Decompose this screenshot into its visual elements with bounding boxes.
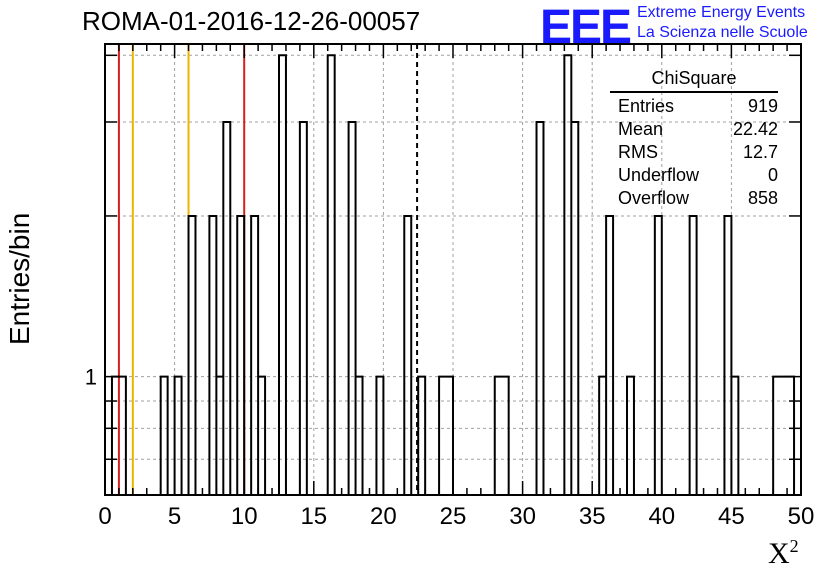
x-tick-label: 50: [788, 503, 815, 530]
x-tick-label: 20: [370, 503, 397, 530]
stats-box: ChiSquare Entries 919 Mean 22.42 RMS 12.7 U…: [610, 68, 778, 210]
x-tick-label: 15: [300, 503, 327, 530]
x-tick-label: 30: [509, 503, 536, 530]
chart-title: ROMA-01-2016-12-26-00057: [82, 6, 421, 36]
reference-lines: [117, 44, 419, 495]
stats-row-entries: Entries 919: [618, 96, 778, 116]
x-tick-label: 25: [440, 503, 467, 530]
x-axis-label: X2: [768, 536, 799, 570]
logo-tagline-1: Extreme Energy Events: [637, 4, 806, 21]
stats-row-rms: RMS 12.7: [618, 142, 778, 162]
x-tick-label: 40: [648, 503, 675, 530]
stats-row-overflow: Overflow 858: [618, 188, 778, 208]
x-tick-label: 0: [98, 503, 111, 530]
x-tick-label: 45: [718, 503, 745, 530]
axis-ticks: [104, 44, 802, 495]
x-tick-label: 5: [168, 503, 181, 530]
stats-row-underflow: Underflow 0: [618, 165, 778, 185]
x-tick-label: 35: [579, 503, 606, 530]
y-axis-label: Entries/bin: [4, 212, 35, 345]
x-tick-labels: 0 5 10 15 20 25 30 35 40 45 50: [98, 503, 814, 530]
stats-title: ChiSquare: [610, 68, 778, 93]
stats-row-mean: Mean 22.42: [618, 119, 778, 139]
y-tick-label-1: 1: [85, 365, 97, 390]
logo-tagline-2: La Scienza nelle Scuole: [637, 24, 808, 41]
x-tick-label: 10: [231, 503, 258, 530]
eee-logo: EEE: [540, 1, 632, 54]
